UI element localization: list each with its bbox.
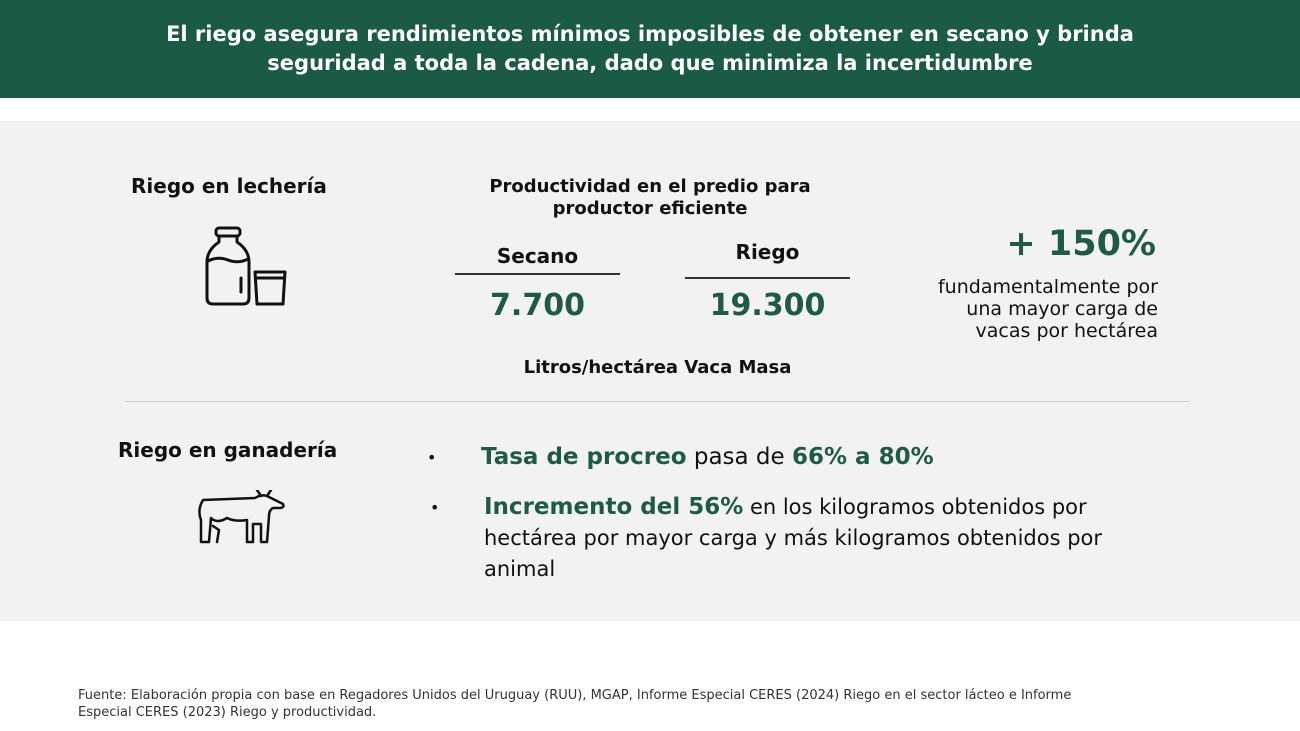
secano-label: Secano: [496, 244, 579, 268]
source-line1: Fuente: Elaboración propia con base en R…: [78, 688, 1072, 703]
slide-header: El riego asegura rendimientos mínimos im…: [0, 0, 1300, 98]
productivity-title-line1: Productividad en el predio para: [489, 176, 811, 197]
secano-value: 7.700: [490, 288, 585, 323]
secano-rule: [455, 273, 620, 275]
header-title-line2: seguridad a toda la cadena, dado que min…: [267, 51, 1033, 75]
increase-note: fundamentalmente por una mayor carga de …: [880, 276, 1158, 342]
bullet2-text-line3: animal: [484, 557, 556, 581]
section-divider: [125, 401, 1189, 402]
increase-note-line3: vacas por hectárea: [975, 320, 1158, 342]
productivity-title: Productividad en el predio para producto…: [440, 176, 860, 220]
increase-note-line2: una mayor carga de: [966, 298, 1158, 320]
source-line2: Especial CERES (2023) Riego y productivi…: [78, 705, 377, 720]
bullet2-text-line1: en los kilogramos obtenidos por: [743, 495, 1087, 519]
bullet1-text: pasa de: [686, 444, 792, 470]
productivity-title-line2: productor eficiente: [552, 198, 748, 219]
bullet2-strong: Incremento del 56%: [484, 494, 744, 520]
bullet2-text-line2: hectárea por mayor carga y más kilogramo…: [484, 526, 1103, 550]
livestock-title: Riego en ganadería: [118, 438, 338, 462]
bullet1-strong: Tasa de procreo: [481, 444, 687, 470]
bullet1-strong2: 66% a 80%: [792, 444, 934, 470]
riego-label: Riego: [735, 240, 800, 264]
milk-bottle-glass-icon: [205, 226, 287, 306]
increase-note-line1: fundamentalmente por: [937, 276, 1158, 298]
riego-value: 19.300: [709, 288, 826, 323]
riego-rule: [685, 277, 850, 279]
unit-label: Litros/hectárea Vaca Masa: [523, 357, 792, 378]
dairy-title: Riego en lechería: [131, 174, 327, 198]
header-title-line1: El riego asegura rendimientos mínimos im…: [166, 22, 1134, 46]
bullet-dot: •: [427, 448, 437, 467]
cow-icon: [198, 490, 285, 544]
bullet-dot: •: [430, 498, 440, 517]
source-footnote: Fuente: Elaboración propia con base en R…: [78, 687, 1071, 721]
increase-value: + 150%: [1006, 224, 1156, 264]
